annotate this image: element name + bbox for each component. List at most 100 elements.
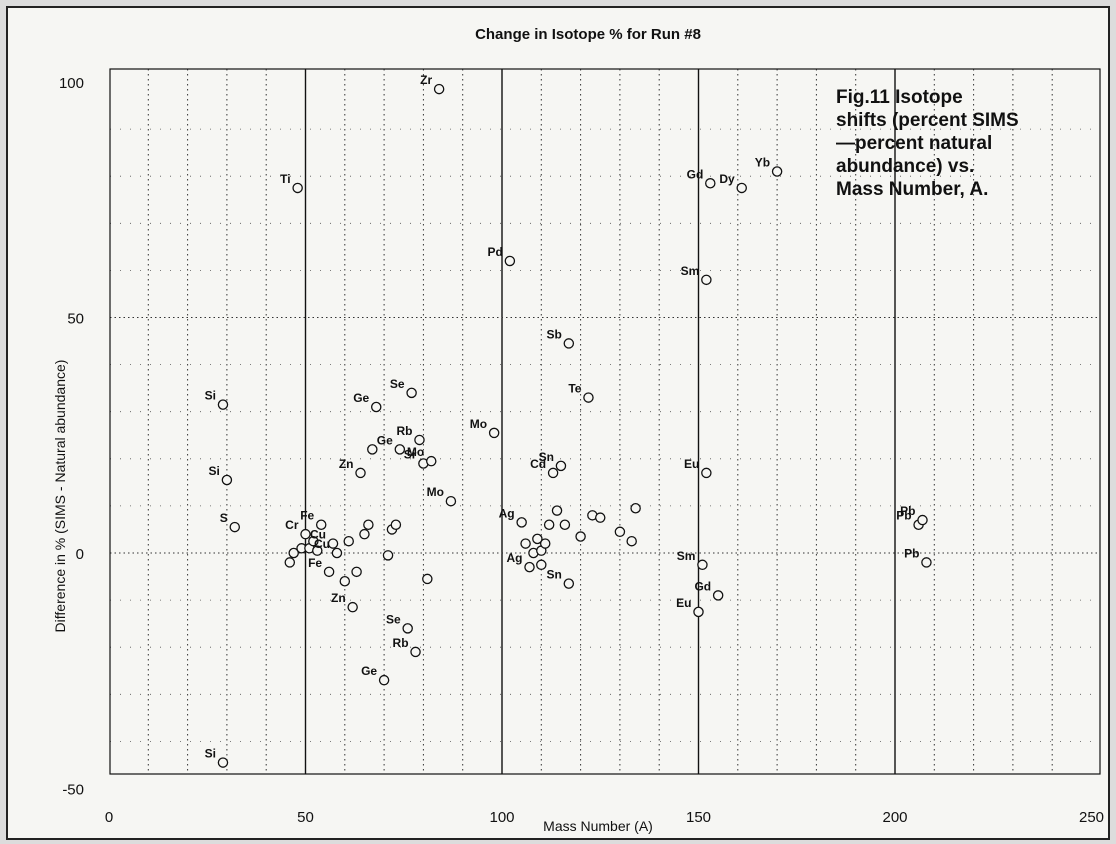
data-point [917,514,928,526]
point-label: Zr [420,73,432,87]
point-label: Yb [755,155,770,169]
x-tick-label: 200 [882,809,907,826]
point-label: Sb [546,327,561,341]
data-point [614,526,626,538]
data-point [327,538,339,549]
point-label: S [220,511,228,525]
point-label: Ge [361,664,377,678]
data-point [217,757,229,768]
data-point [563,338,575,349]
point-label: Pb [904,546,919,560]
point-label: Eu [676,596,691,610]
data-point [343,535,354,547]
point-label: Sn [539,450,554,464]
y-tick-label: 0 [76,546,84,563]
point-label: Gd [687,167,704,181]
point-label: Zn [339,457,354,471]
data-point [363,519,374,530]
data-point [559,519,571,530]
data-point [300,528,311,540]
data-point [410,646,421,658]
point-label: Fe [308,556,322,570]
point-label: Mo [407,445,424,459]
point-label: Si [209,464,220,478]
point-label: Sn [546,568,561,582]
scatter-chart: Change in Isotope % for Run #8 0 50 100 150… [52,26,1104,834]
point-label: Mo [427,485,444,499]
data-point [308,535,319,547]
data-point [539,538,551,549]
data-point [575,531,586,542]
point-label: Sm [677,549,696,563]
data-point [284,557,296,568]
annotation-line: abundance) vs. [836,156,974,177]
data-point [488,427,500,439]
data-point [323,566,335,578]
point-label: Se [390,377,405,391]
data-point [378,674,390,686]
data-point [433,83,445,95]
point-label: Eu [684,457,699,471]
data-point [406,387,417,399]
data-point [312,545,323,556]
chart-frame: Change in Isotope % for Run #8 0 50 100 150… [6,6,1110,840]
point-label: Zn [331,591,346,605]
point-label: Gd [694,579,711,593]
data-point [630,503,641,514]
point-label: Cr [285,518,299,532]
y-tick-label: 50 [67,311,84,328]
data-point [701,274,712,286]
data-point [921,557,932,568]
data-point [712,590,724,601]
point-label: Ti [280,172,290,186]
point-label: Te [568,382,581,396]
data-point [382,550,394,561]
data-point [221,474,233,486]
data-point [504,255,516,267]
data-point [595,512,606,523]
data-point [524,561,535,573]
data-point [347,601,358,613]
x-tick-label: 0 [105,809,113,826]
point-label: Ge [353,391,369,405]
point-label: Pd [488,245,503,259]
point-label: Rb [393,636,409,650]
data-point [355,467,366,479]
x-tick-label: 250 [1079,809,1104,826]
data-point [532,533,543,545]
data-point [516,517,527,528]
data-point [701,467,712,479]
point-label: Dy [719,172,735,186]
data-point [536,559,547,571]
data-point [422,573,433,585]
point-label: Si [205,747,216,761]
point-label: Mo [470,417,487,431]
point-label: Fe [300,509,314,523]
point-label: Cd [530,457,546,471]
y-tick-label: -50 [62,782,84,799]
data-point [426,455,437,467]
data-point [331,547,343,559]
data-point [445,495,457,507]
point-label: Pb [900,504,915,518]
point-label: Ge [377,433,393,447]
x-axis-title: Mass Number (A) [543,818,653,834]
data-point [288,547,299,559]
data-point [563,578,575,589]
data-points: SiSiSiSTiCrFeFeCuCuZnZnGeGeGeSeSeRbRbSrM… [205,73,932,768]
point-label: Se [386,612,401,626]
data-point [414,434,425,446]
data-point [367,444,378,455]
data-point [736,182,747,194]
data-point [697,559,708,571]
plot-area [109,68,1101,775]
point-label: Cu [310,528,326,542]
x-tick-label: 150 [686,809,711,826]
point-label: Cu [314,537,330,551]
data-point [551,505,563,516]
data-point [547,467,559,479]
chart-title: Change in Isotope % for Run #8 [475,26,701,43]
data-point [520,538,531,549]
data-point [402,623,413,634]
data-point [543,519,555,530]
